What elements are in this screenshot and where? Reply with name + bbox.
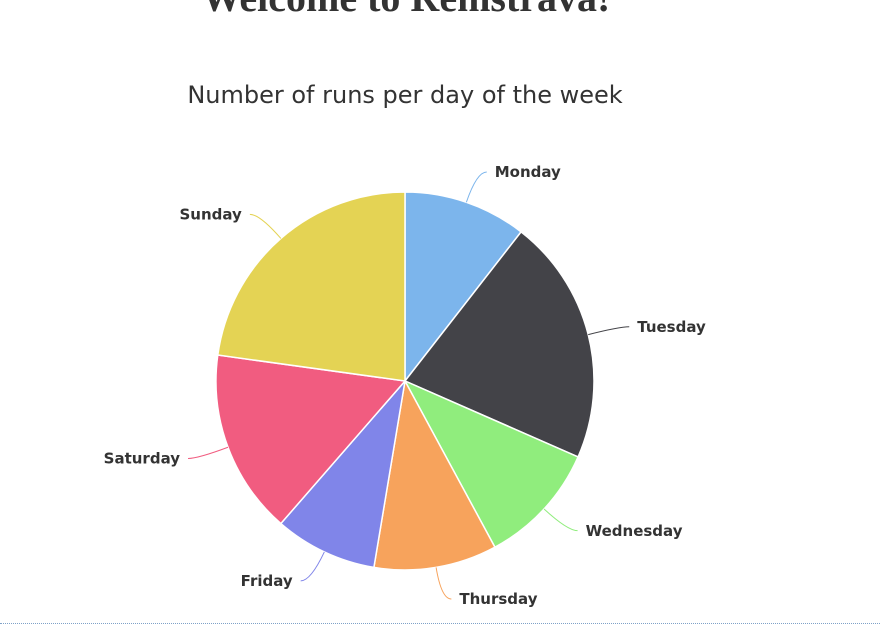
pie-slice-sunday[interactable] [217, 191, 406, 382]
pie-slice-wednesday[interactable] [404, 380, 579, 548]
slice-label-wednesday: Wednesday [586, 522, 683, 540]
pie-slice-thursday[interactable] [373, 380, 496, 571]
label-connector-monday [465, 171, 487, 203]
slice-label-friday: Friday [241, 572, 293, 590]
chart-title: Number of runs per day of the week [187, 81, 622, 109]
label-connector-friday [300, 551, 325, 582]
label-connector-thursday [435, 567, 452, 600]
pie-slice-saturday[interactable] [215, 354, 406, 525]
label-connectors [188, 171, 630, 600]
pie-slices [215, 191, 595, 571]
pie-slice-tuesday[interactable] [404, 231, 595, 458]
slice-label-saturday: Saturday [104, 450, 181, 468]
pie-slice-monday[interactable] [404, 191, 522, 382]
page-heading: Welcome to Remstrava! [0, 0, 812, 18]
slice-label-monday: Monday [495, 163, 561, 181]
slice-labels: Monday Tuesday Wednesday Thursday Friday Satu… [104, 163, 706, 608]
label-connector-saturday [188, 446, 229, 459]
slice-label-sunday: Sunday [180, 206, 243, 224]
slice-label-thursday: Thursday [459, 590, 537, 608]
pie-slice-friday[interactable] [280, 380, 406, 569]
label-connector-wednesday [543, 508, 578, 532]
label-connector-tuesday [588, 326, 630, 336]
label-connector-sunday [249, 213, 282, 239]
slice-label-tuesday: Tuesday [637, 318, 706, 336]
